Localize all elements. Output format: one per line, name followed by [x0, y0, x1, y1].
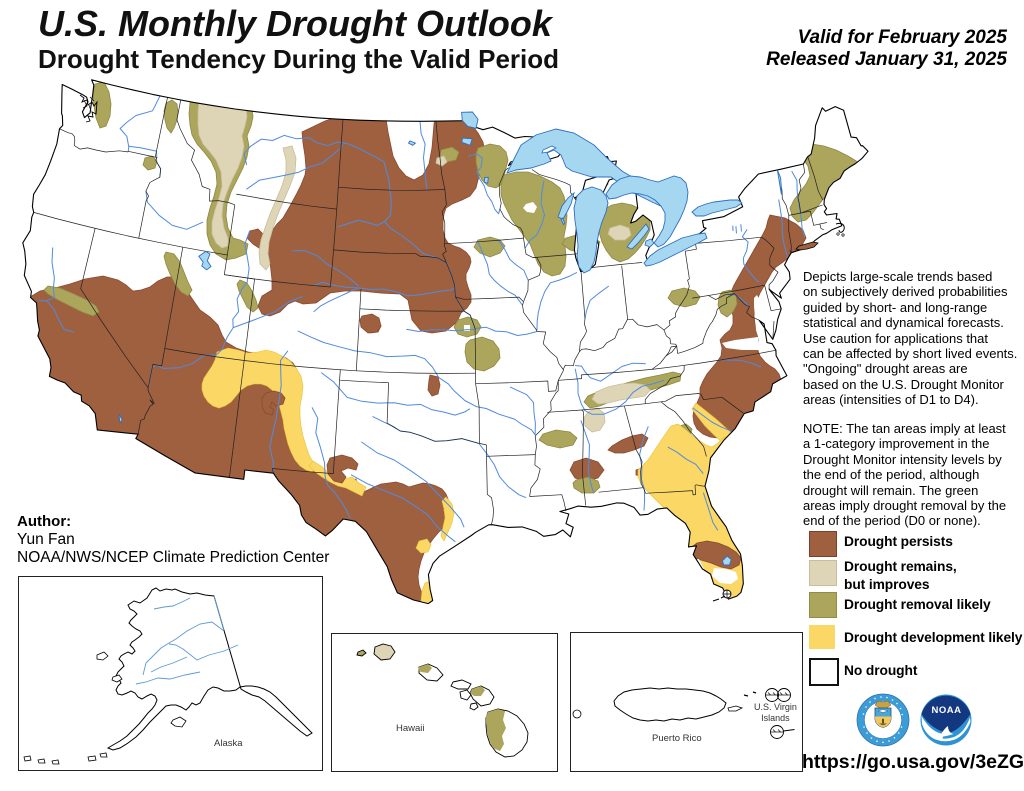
svg-text:NOAA: NOAA [932, 705, 962, 716]
